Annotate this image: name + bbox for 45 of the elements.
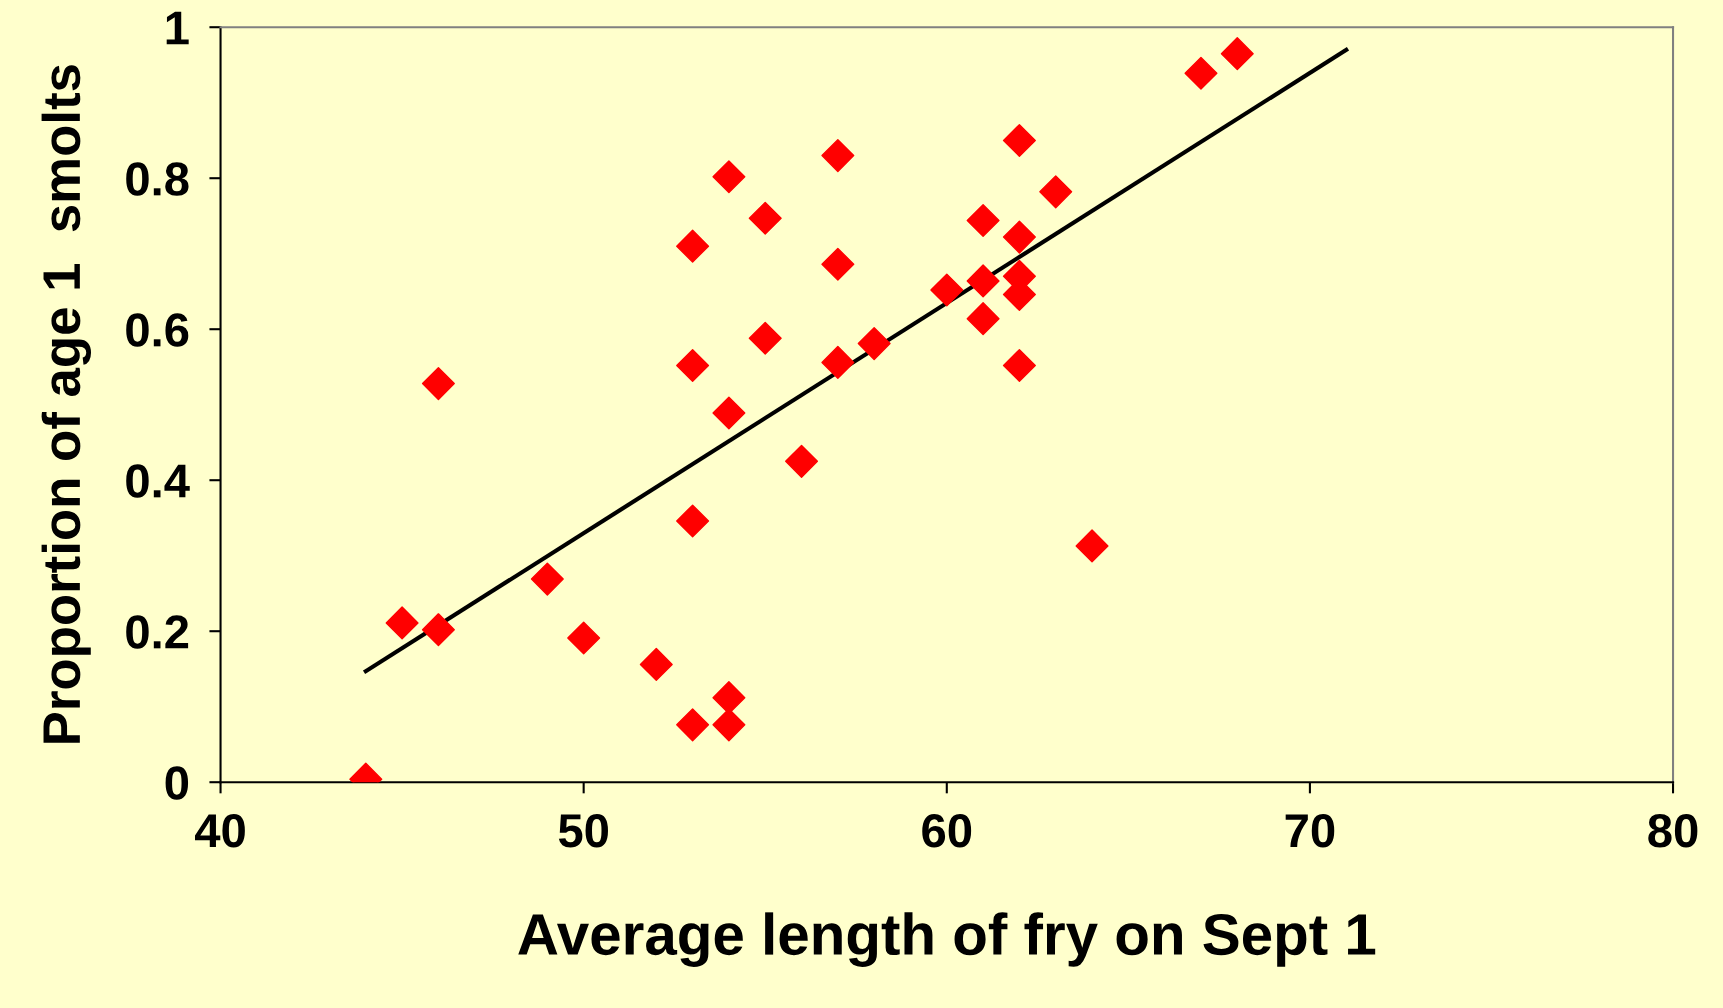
point bbox=[1220, 37, 1254, 71]
y-tick-label: 1 bbox=[166, 11, 189, 45]
point bbox=[785, 444, 819, 478]
point bbox=[1184, 56, 1218, 90]
point bbox=[748, 201, 782, 235]
y-tick-label: 0.2 bbox=[126, 615, 189, 649]
point bbox=[1002, 348, 1036, 382]
x-tick-label: 50 bbox=[558, 814, 608, 848]
point bbox=[676, 229, 710, 263]
point bbox=[1002, 123, 1036, 157]
point bbox=[1075, 529, 1109, 563]
y-tick-label: 0 bbox=[165, 766, 189, 800]
y-axis-title: Proportion of age 1 smolts bbox=[41, 65, 92, 743]
point bbox=[1039, 175, 1073, 209]
point bbox=[421, 613, 455, 647]
point bbox=[712, 708, 746, 742]
point bbox=[639, 647, 673, 681]
y-tick-label: 0.8 bbox=[126, 162, 189, 196]
point bbox=[821, 139, 855, 173]
point bbox=[821, 345, 855, 379]
point bbox=[676, 348, 710, 382]
x-tick-label: 60 bbox=[922, 814, 972, 848]
x-tick-label: 80 bbox=[1648, 814, 1698, 848]
point bbox=[930, 273, 964, 307]
x-axis-title: Average length of fry on Sept 1 bbox=[518, 912, 1376, 967]
point bbox=[712, 160, 746, 194]
point bbox=[748, 321, 782, 355]
y-tick-label: 0.6 bbox=[126, 313, 189, 347]
point bbox=[567, 621, 601, 655]
point bbox=[712, 396, 746, 430]
y-tick-label: 0.4 bbox=[126, 464, 190, 498]
point bbox=[966, 264, 1000, 298]
point bbox=[712, 681, 746, 715]
point bbox=[676, 504, 710, 538]
point bbox=[966, 302, 1000, 336]
point bbox=[676, 708, 710, 742]
point bbox=[966, 203, 1000, 238]
point bbox=[530, 562, 564, 596]
point bbox=[421, 367, 455, 401]
point bbox=[821, 247, 855, 281]
point bbox=[857, 327, 891, 361]
point bbox=[385, 606, 419, 640]
point bbox=[1002, 220, 1036, 254]
x-tick-label: 70 bbox=[1285, 814, 1335, 848]
x-tick-label: 40 bbox=[195, 814, 245, 848]
